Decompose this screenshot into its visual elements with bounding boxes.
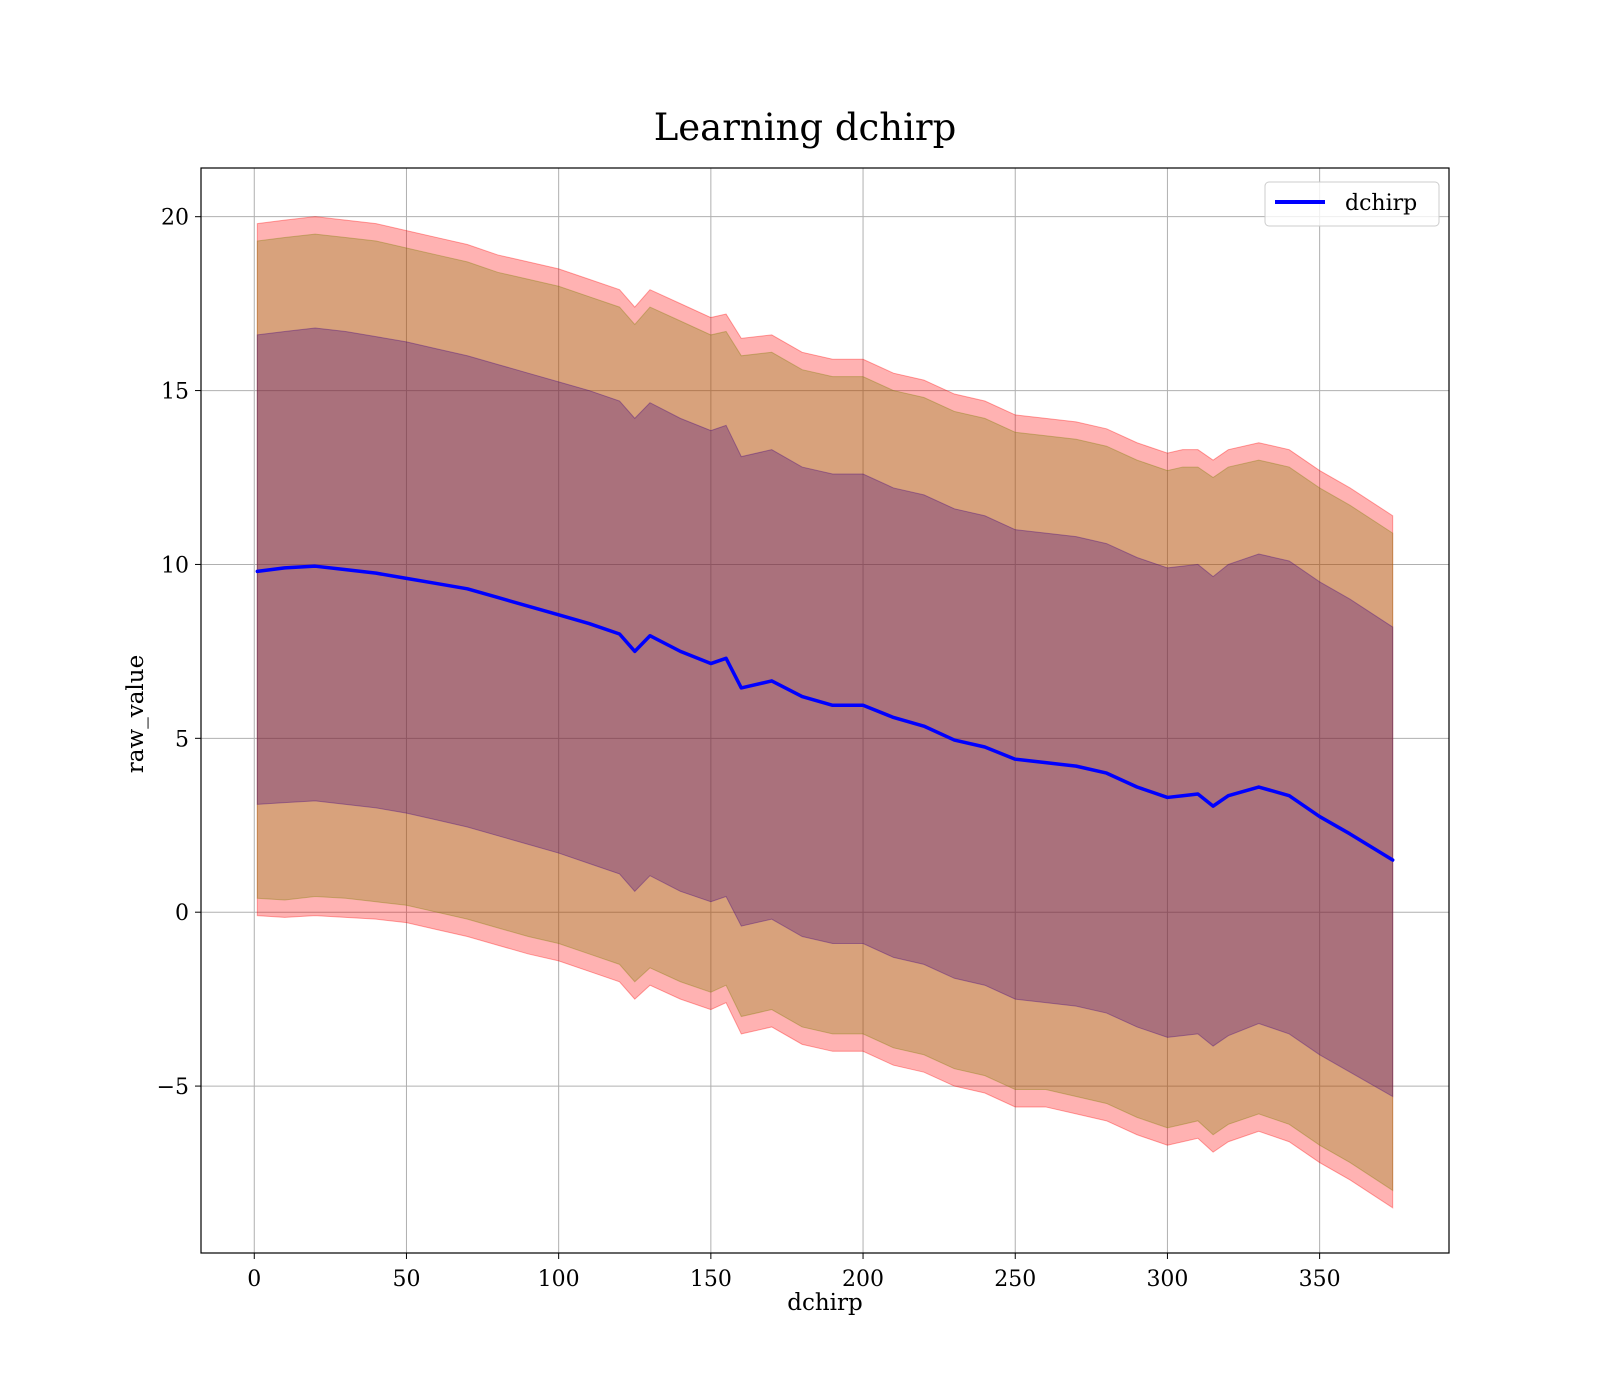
x-tick-label: 100 bbox=[538, 1267, 580, 1292]
series-line-dchirp bbox=[255, 564, 1395, 862]
x-tick-label: 150 bbox=[690, 1267, 732, 1292]
y-tick-label: 5 bbox=[175, 727, 189, 752]
y-axis-label: raw_value bbox=[123, 655, 149, 773]
chart-title: Learning dchirp bbox=[654, 106, 957, 149]
y-tick-label: 10 bbox=[161, 553, 189, 578]
plot-frame bbox=[200, 167, 1450, 1254]
y-tick-label: 20 bbox=[161, 206, 189, 231]
y-tick-label: −5 bbox=[157, 1075, 189, 1100]
band-middle bbox=[256, 233, 1394, 1192]
y-tick-label: 0 bbox=[175, 901, 189, 926]
x-tick-label: 250 bbox=[994, 1267, 1036, 1292]
x-tick-label: 50 bbox=[392, 1267, 420, 1292]
band-inner bbox=[256, 327, 1394, 1098]
x-tick-label: 350 bbox=[1299, 1267, 1341, 1292]
band-outer bbox=[256, 216, 1394, 1209]
x-tick-label: 0 bbox=[247, 1267, 261, 1292]
legend-entry-dchirp: dchirp bbox=[1345, 191, 1417, 216]
x-tick-label: 300 bbox=[1146, 1267, 1188, 1292]
confidence-bands bbox=[256, 216, 1394, 1209]
legend: dchirp bbox=[1264, 181, 1440, 227]
grid bbox=[201, 168, 1449, 1253]
x-tick-label: 200 bbox=[842, 1267, 884, 1292]
series-lines bbox=[255, 564, 1395, 862]
x-axis-label: dchirp bbox=[787, 1290, 863, 1316]
legend-box bbox=[1264, 181, 1440, 227]
axis-ticks: 0 50 100 150 200 250 300 350 −5 0 5 10 15 20 bbox=[157, 206, 1341, 1292]
y-tick-label: 15 bbox=[161, 380, 189, 405]
